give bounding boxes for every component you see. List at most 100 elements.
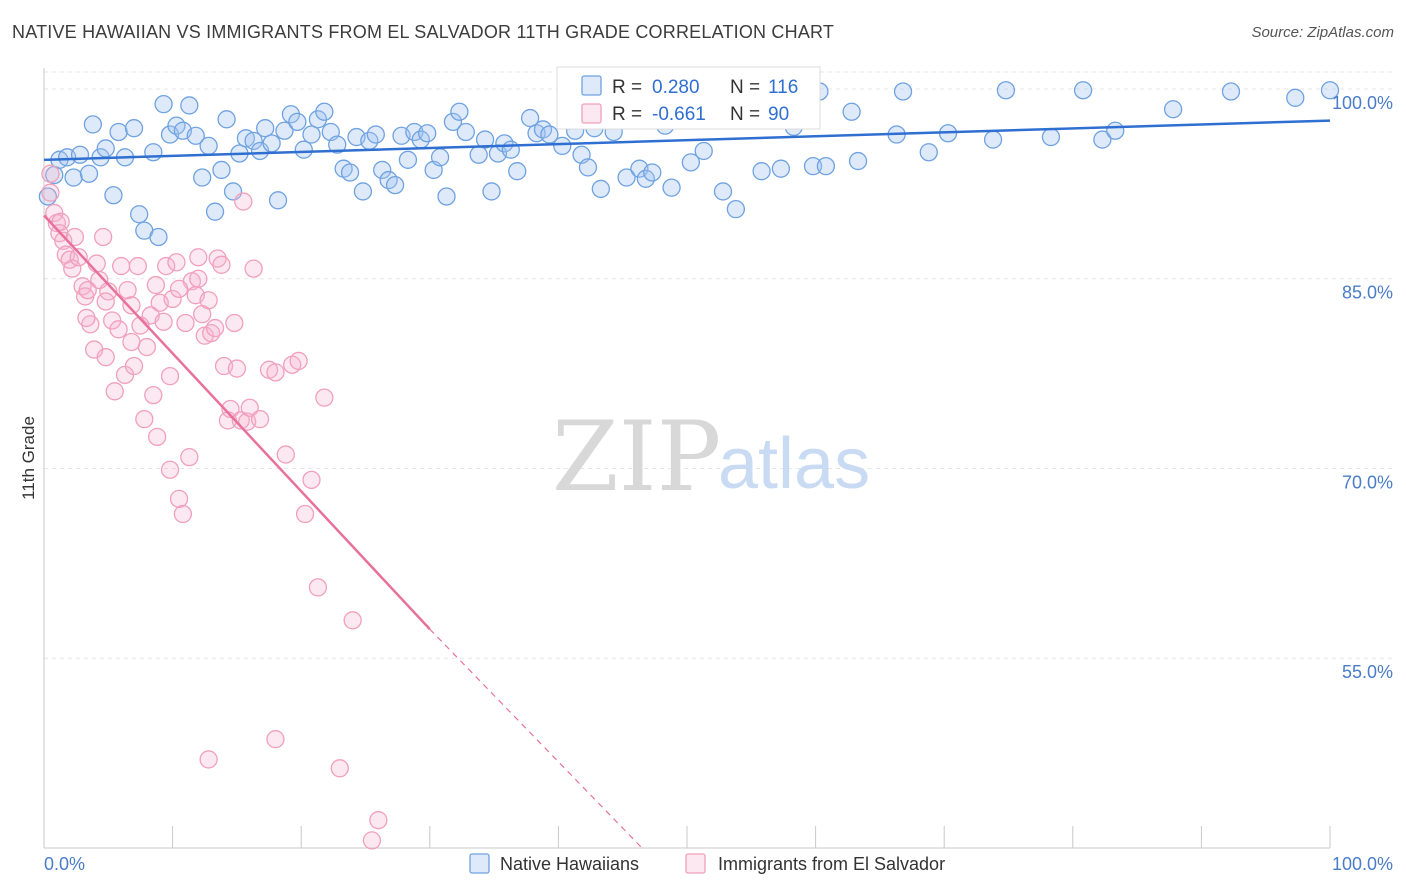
point-native-hawaiians (385, 175, 405, 195)
point-el-salvador (369, 811, 388, 830)
stats-swatch-blue (581, 75, 602, 96)
point-el-salvador (41, 183, 60, 202)
stats-n-value: 116 (768, 77, 798, 98)
point-el-salvador (169, 279, 189, 299)
point-el-salvador (135, 410, 154, 429)
point-native-hawaiians (996, 81, 1016, 100)
point-native-hawaiians (281, 105, 301, 124)
point-el-salvador (157, 256, 176, 276)
point-el-salvador (289, 351, 308, 371)
point-native-hawaiians (893, 82, 913, 101)
point-native-hawaiians (430, 148, 450, 167)
point-native-hawaiians (149, 227, 168, 247)
point-el-salvador (343, 611, 362, 630)
point-native-hawaiians (212, 160, 231, 180)
point-el-salvador (69, 248, 88, 267)
point-native-hawaiians (262, 134, 281, 153)
point-el-salvador (205, 318, 225, 338)
point-native-hawaiians (520, 108, 540, 128)
point-native-hawaiians (1221, 82, 1241, 101)
point-el-salvador (330, 759, 349, 778)
point-el-salvador (227, 359, 247, 378)
point-el-salvador (96, 292, 115, 311)
point-el-salvador (295, 504, 315, 524)
legend-swatch-native-hawaiians (469, 853, 490, 874)
point-native-hawaiians (482, 182, 501, 201)
point-el-salvador (122, 332, 141, 352)
y-tick-label: 100.0% (1332, 93, 1393, 113)
stats-legend-box: R = 0.280 N = 116 R = -0.661 N = 90 (556, 66, 821, 130)
point-native-hawaiians (617, 168, 636, 187)
point-native-hawaiians (244, 131, 263, 150)
point-native-hawaiians (83, 115, 103, 134)
point-native-hawaiians (328, 135, 347, 154)
point-native-hawaiians (353, 182, 373, 201)
point-el-salvador (176, 313, 195, 333)
point-el-salvador (180, 447, 199, 467)
point-native-hawaiians (268, 191, 288, 210)
point-native-hawaiians (302, 125, 321, 144)
point-native-hawaiians (373, 160, 392, 180)
point-native-hawaiians (1286, 88, 1305, 107)
point-native-hawaiians (443, 112, 463, 132)
point-native-hawaiians (308, 110, 328, 129)
point-native-hawaiians (109, 122, 128, 142)
point-native-hawaiians (578, 158, 598, 177)
legend-swatch-el-salvador (685, 853, 706, 874)
legend-label-native-hawaiians: Native Hawaiians (500, 854, 639, 874)
point-native-hawaiians (803, 156, 823, 176)
point-native-hawaiians (70, 145, 90, 164)
point-el-salvador (137, 337, 157, 357)
point-native-hawaiians (418, 124, 437, 143)
point-native-hawaiians (1041, 127, 1061, 147)
point-native-hawaiians (437, 187, 456, 206)
point-el-salvador (112, 256, 131, 276)
point-el-salvador (221, 399, 240, 419)
point-el-salvador (212, 255, 231, 274)
y-tick-label: 55.0% (1342, 662, 1393, 682)
point-el-salvador (54, 231, 73, 250)
point-native-hawaiians (771, 159, 791, 178)
point-el-salvador (87, 254, 106, 273)
point-el-salvador (160, 366, 180, 386)
point-el-salvador (63, 259, 82, 278)
point-native-hawaiians (475, 130, 495, 149)
point-native-hawaiians (79, 164, 99, 183)
point-native-hawaiians (848, 151, 868, 171)
point-el-salvador (122, 296, 141, 315)
point-el-salvador (231, 411, 250, 430)
watermark-atlas: atlas (718, 424, 870, 504)
point-native-hawaiians (643, 163, 662, 182)
stats-r-value: 0.280 (652, 77, 700, 98)
point-native-hawaiians (275, 121, 294, 140)
point-native-hawaiians (553, 136, 572, 156)
point-native-hawaiians (205, 202, 225, 221)
point-el-salvador (362, 831, 382, 850)
trend-lines (43, 119, 1331, 849)
point-native-hawaiians (124, 119, 144, 138)
y-tick-label: 70.0% (1342, 472, 1393, 492)
point-native-hawaiians (340, 163, 360, 182)
point-native-hawaiians (816, 156, 836, 176)
point-native-hawaiians (186, 126, 205, 145)
point-native-hawaiians (104, 186, 123, 205)
point-el-salvador (225, 313, 244, 333)
point-el-salvador (124, 356, 144, 376)
point-native-hawaiians (1163, 100, 1183, 119)
point-el-salvador (315, 388, 334, 407)
watermark-zip: ZIP (552, 401, 721, 513)
point-native-hawaiians (1106, 121, 1125, 140)
point-native-hawaiians (726, 200, 746, 219)
point-el-salvador (94, 227, 113, 247)
point-el-salvador (160, 460, 180, 479)
point-el-salvador (250, 410, 270, 429)
source-credit: Source: ZipAtlas.com (1251, 24, 1394, 41)
point-el-salvador (118, 280, 137, 300)
point-native-hawaiians (501, 140, 520, 159)
point-native-hawaiians (508, 162, 527, 181)
point-el-salvador (144, 385, 163, 405)
data-points (38, 81, 1340, 850)
point-el-salvador (146, 275, 166, 295)
point-el-salvador (244, 259, 263, 278)
point-native-hawaiians (450, 102, 469, 121)
